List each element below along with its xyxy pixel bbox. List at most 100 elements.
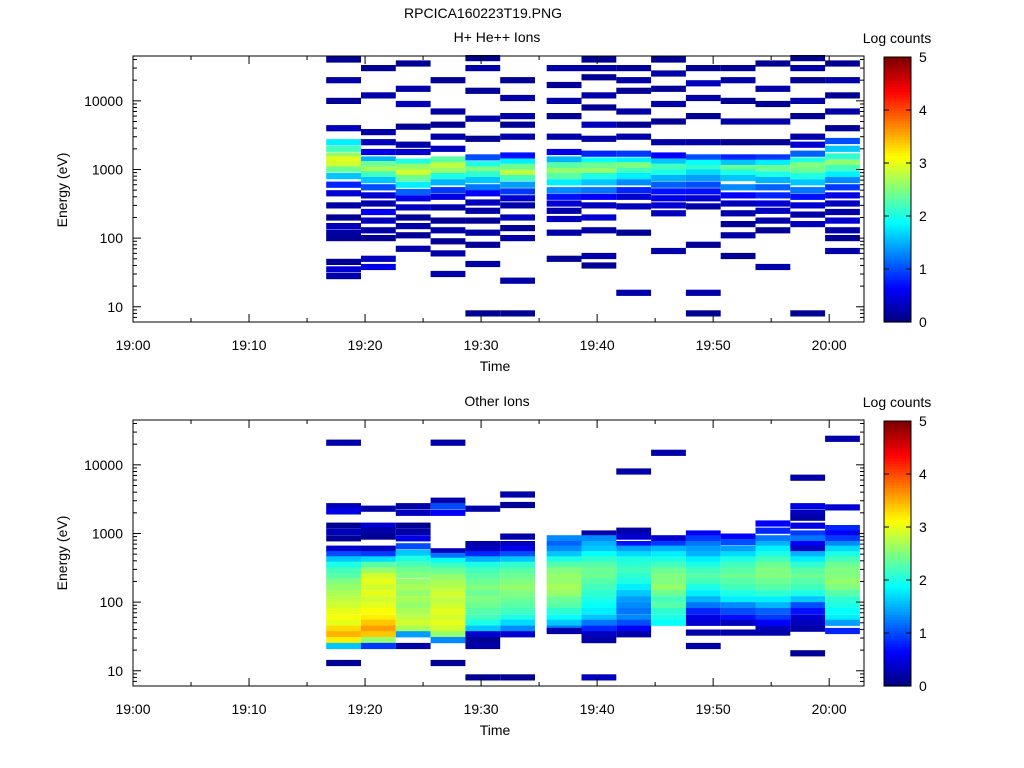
- heatmap-cell: [616, 289, 652, 296]
- colorbar-segment: [884, 672, 911, 676]
- colorbar-segment: [884, 308, 911, 312]
- heatmap-cell: [651, 572, 686, 580]
- heatmap-cell: [430, 659, 466, 667]
- heatmap-cell: [361, 545, 396, 552]
- heatmap-cell: [616, 614, 652, 621]
- heatmap-cell: [500, 214, 535, 221]
- heatmap-cell: [465, 207, 501, 214]
- heatmap-cell: [361, 522, 396, 529]
- colorbar-segment: [884, 466, 911, 470]
- heatmap-cell: [395, 188, 431, 196]
- heatmap-cell: [616, 578, 652, 585]
- heatmap-cell: [361, 637, 396, 644]
- heatmap-cell: [361, 129, 396, 136]
- heatmap-cell: [616, 602, 652, 609]
- colorbar-segment: [884, 234, 911, 238]
- heatmap-cell: [361, 602, 396, 609]
- heatmap-cell: [616, 468, 652, 475]
- colorbar-segment: [884, 511, 911, 515]
- colorbar-segment: [884, 561, 911, 565]
- heatmap-cell: [546, 162, 582, 169]
- heatmap-cell: [465, 596, 501, 603]
- panel-1-xlabel: Time: [480, 358, 511, 374]
- colorbar-segment: [884, 675, 911, 679]
- colorbar-segment: [884, 540, 911, 544]
- colorbar-segment: [884, 157, 911, 161]
- colorbar-tick-label: 3: [919, 155, 927, 171]
- heatmap-cell: [361, 631, 396, 638]
- heatmap-cell: [430, 562, 466, 569]
- heatmap-cell: [361, 572, 396, 580]
- heatmap-cell: [790, 530, 826, 537]
- heatmap-cell: [465, 135, 501, 142]
- colorbar-segment: [884, 545, 911, 549]
- heatmap-cell: [326, 266, 361, 273]
- heatmap-cell: [581, 193, 617, 200]
- heatmap-cell: [500, 614, 535, 621]
- heatmap-cell: [361, 578, 396, 585]
- colorbar-segment: [884, 144, 911, 148]
- heatmap-cell: [430, 497, 466, 504]
- colorbar-segment: [884, 160, 911, 164]
- heatmap-cell: [651, 100, 686, 108]
- heatmap-cell: [361, 551, 396, 558]
- heatmap-cell: [790, 55, 826, 62]
- heatmap-cell: [581, 104, 617, 111]
- heatmap-cell: [326, 223, 361, 230]
- heatmap-cell: [361, 567, 396, 574]
- heatmap-cell: [546, 619, 582, 626]
- heatmap-cell: [465, 602, 501, 609]
- heatmap-cell: [465, 177, 501, 184]
- colorbar-segment: [884, 83, 911, 87]
- heatmap-cell: [546, 207, 582, 214]
- heatmap-cell: [755, 154, 791, 161]
- colorbar-segment: [884, 242, 911, 246]
- heatmap-cell: [326, 637, 361, 644]
- colorbar-segment: [884, 444, 911, 449]
- colorbar-segment: [884, 72, 911, 77]
- colorbar-segment: [884, 617, 911, 621]
- heatmap-cell: [361, 200, 396, 207]
- colorbar-segment: [884, 200, 911, 204]
- colorbar-segment: [884, 133, 911, 138]
- heatmap-cell: [395, 503, 431, 510]
- heatmap-cell: [790, 556, 826, 563]
- colorbar-segment: [884, 458, 911, 462]
- colorbar-segment: [884, 295, 911, 299]
- heatmap-cell: [430, 597, 466, 604]
- heatmap-cell: [546, 167, 582, 175]
- heatmap-cell: [685, 154, 721, 161]
- colorbar-segment: [884, 450, 911, 454]
- heatmap-cell: [825, 200, 860, 207]
- heatmap-cell: [685, 578, 721, 585]
- heatmap-cell: [720, 596, 756, 603]
- colorbar-segment: [884, 282, 911, 286]
- colorbar-segment: [884, 314, 911, 318]
- heatmap-cell: [361, 561, 396, 568]
- heatmap-cell: [546, 614, 582, 621]
- heatmap-cell: [465, 619, 501, 626]
- heatmap-cell: [651, 181, 686, 188]
- heatmap-cell: [326, 528, 361, 536]
- heatmap-cell: [720, 619, 756, 626]
- heatmap-cell: [546, 133, 582, 140]
- colorbar-segment: [884, 123, 911, 127]
- heatmap-cell: [651, 551, 686, 558]
- colorbar-segment: [884, 149, 911, 153]
- heatmap-cell: [755, 629, 791, 636]
- colorbar-segment: [884, 479, 911, 483]
- heatmap-cell: [465, 590, 501, 597]
- heatmap-cell: [616, 631, 652, 638]
- colorbar-segment: [884, 434, 911, 438]
- heatmap-cell: [546, 556, 582, 563]
- heatmap-cell: [326, 161, 361, 168]
- heatmap-cell: [581, 227, 617, 234]
- heatmap-cell: [685, 614, 721, 621]
- colorbar-segment: [884, 263, 911, 267]
- colorbar-segment: [884, 104, 911, 108]
- colorbar-segment: [884, 646, 911, 650]
- heatmap-cell: [825, 125, 860, 132]
- heatmap-cell: [465, 584, 501, 591]
- heatmap-cell: [395, 642, 431, 650]
- heatmap-cell: [616, 527, 652, 534]
